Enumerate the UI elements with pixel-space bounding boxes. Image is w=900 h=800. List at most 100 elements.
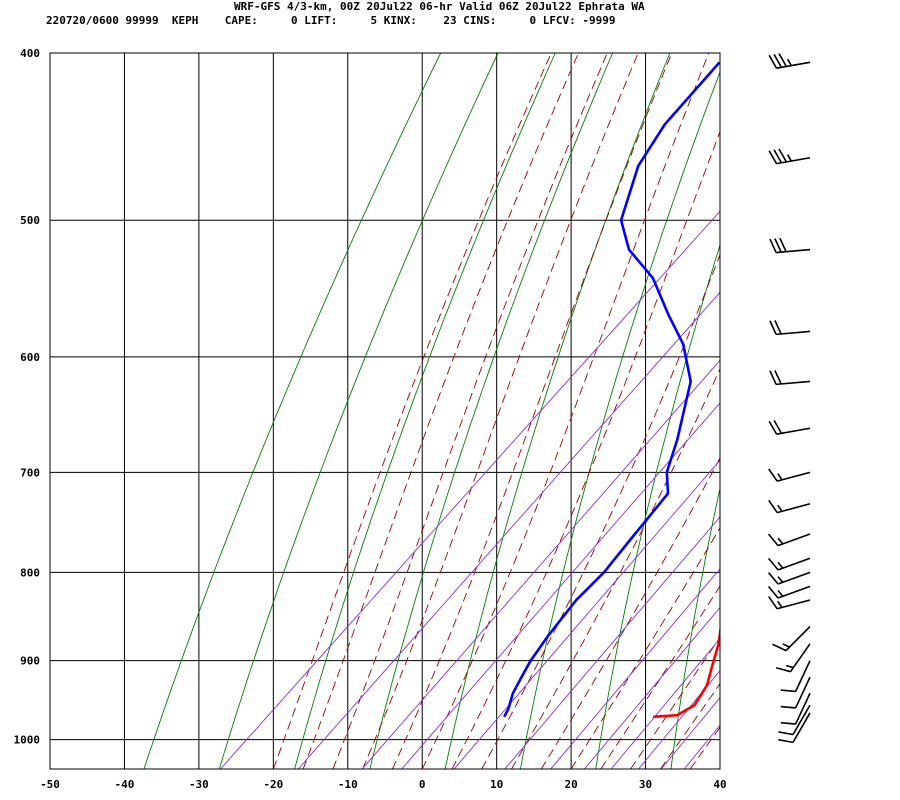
- wind-barb: [768, 148, 811, 165]
- wind-barb-shaft: [792, 712, 811, 743]
- mixing-ratio-line: [220, 210, 720, 769]
- wind-barb-half-feather: [777, 576, 784, 583]
- wind-barb-feather: [769, 238, 777, 253]
- moist-adiabat-line: [660, 682, 720, 769]
- mixing-ratio-line: [453, 459, 720, 769]
- wind-barb-shaft: [794, 660, 811, 692]
- moist-adiabat-line: [750, 53, 900, 769]
- wind-barb-shaft: [777, 585, 811, 599]
- wind-barb-feather: [767, 533, 779, 547]
- moist-adiabat-line: [630, 636, 720, 769]
- dry-adiabat-line: [143, 53, 442, 769]
- mixing-ratio-line: [361, 359, 720, 769]
- x-tick-label: -20: [263, 778, 283, 791]
- wind-barb: [769, 370, 811, 386]
- wind-barb-half-feather: [777, 561, 784, 569]
- dry-adiabat-line: [746, 53, 899, 769]
- wind-barb: [772, 626, 811, 652]
- wind-barb: [778, 704, 811, 736]
- wind-barb-feather: [768, 54, 778, 69]
- moist-adiabat-line: [332, 53, 608, 769]
- wind-barb: [767, 557, 811, 571]
- temperature-profile-line: [653, 624, 720, 719]
- wind-barb-feather: [768, 150, 778, 165]
- wind-barb-half-feather: [777, 473, 783, 481]
- wind-barb-feather: [778, 738, 794, 744]
- y-tick-label: 700: [20, 466, 40, 479]
- wind-barb: [775, 643, 811, 673]
- diagram-lines: [50, 53, 900, 769]
- wind-barb-feather: [779, 237, 787, 253]
- wind-barb-feather: [768, 499, 778, 514]
- wind-barb: [768, 596, 811, 610]
- wind-barb-feather: [774, 320, 782, 335]
- wind-barb-shaft: [794, 692, 811, 725]
- wind-barb-feather: [773, 149, 783, 164]
- wind-barb-feather: [768, 468, 778, 482]
- plot-frame: [49, 52, 721, 770]
- wind-barb-shaft: [776, 380, 811, 386]
- wind-barb-half-feather: [786, 58, 792, 67]
- wind-barb: [780, 692, 811, 725]
- wind-barb-half-feather: [785, 664, 794, 669]
- moist-adiabat-line: [540, 457, 720, 769]
- dry-adiabat-line: [369, 53, 614, 769]
- moist-adiabat-line: [511, 367, 720, 769]
- dewpoint-profile-line: [503, 61, 720, 718]
- wind-barb-half-feather: [777, 537, 784, 545]
- wind-barb-shaft: [792, 704, 811, 735]
- wind-barb-feather: [768, 596, 778, 610]
- wind-barb-feather: [774, 238, 782, 253]
- wind-barb-shaft: [776, 156, 811, 165]
- wind-barb-shaft: [776, 427, 811, 435]
- moist-adiabat-line: [451, 130, 720, 769]
- wind-barb-shaft: [789, 643, 811, 673]
- wind-barb: [768, 468, 811, 482]
- wind-barb-shaft: [776, 599, 811, 610]
- x-tick-label: -40: [115, 778, 135, 791]
- x-tick-label: 30: [639, 778, 652, 791]
- wind-barb-feather: [773, 419, 783, 434]
- wind-barb-feather: [767, 585, 779, 599]
- wind-barb-feather: [773, 54, 783, 68]
- wind-barb: [768, 53, 811, 70]
- wind-barb-half-feather: [782, 643, 790, 648]
- y-tick-label: 400: [20, 47, 40, 60]
- wind-barb-shaft: [785, 626, 811, 652]
- y-tick-label: 800: [20, 566, 40, 579]
- wind-barb-shaft: [776, 503, 811, 514]
- moist-adiabat-line: [272, 53, 552, 769]
- wind-barb-shaft: [777, 571, 811, 585]
- y-tick-label: 600: [20, 351, 40, 364]
- mixing-ratio-line: [638, 670, 720, 769]
- sounding-indices: 220720/0600 99999 KEPH CAPE: 0 LIFT: 5 K…: [46, 14, 616, 27]
- moist-adiabat-line: [362, 53, 639, 769]
- moist-adiabat-line: [481, 253, 720, 769]
- wind-barb-feather: [778, 731, 794, 736]
- wind-barb-feather: [780, 721, 796, 725]
- wind-barb-feather: [772, 643, 787, 652]
- wind-barb: [780, 676, 811, 709]
- mixing-ratio-line: [610, 637, 720, 769]
- wind-barb: [767, 533, 811, 547]
- mixing-ratio-line: [401, 402, 720, 769]
- mixing-ratio-line: [550, 568, 720, 769]
- wind-barb: [768, 499, 811, 514]
- wind-barb-feather: [769, 370, 777, 385]
- dry-adiabat-line: [519, 70, 720, 769]
- wind-barb-shaft: [776, 330, 811, 336]
- x-tick-label: -50: [40, 778, 60, 791]
- dry-adiabat-line: [670, 486, 720, 769]
- y-tick-label: 500: [20, 214, 40, 227]
- x-tick-label: 20: [564, 778, 577, 791]
- y-tick-label: 900: [20, 655, 40, 668]
- wind-barb: [769, 237, 811, 254]
- wind-barb-shaft: [776, 248, 811, 254]
- wind-barb: [767, 571, 811, 585]
- wind-barb-half-feather: [777, 504, 783, 512]
- wind-barb: [768, 419, 811, 435]
- moist-adiabat-line: [570, 527, 720, 769]
- axis-ticks: -50 -40 -30 -20 -10 0 10 20 30 40 400 500 600 700 800 9…: [14, 47, 727, 791]
- dry-adiabat-line: [822, 53, 900, 769]
- x-tick-label: -30: [189, 778, 209, 791]
